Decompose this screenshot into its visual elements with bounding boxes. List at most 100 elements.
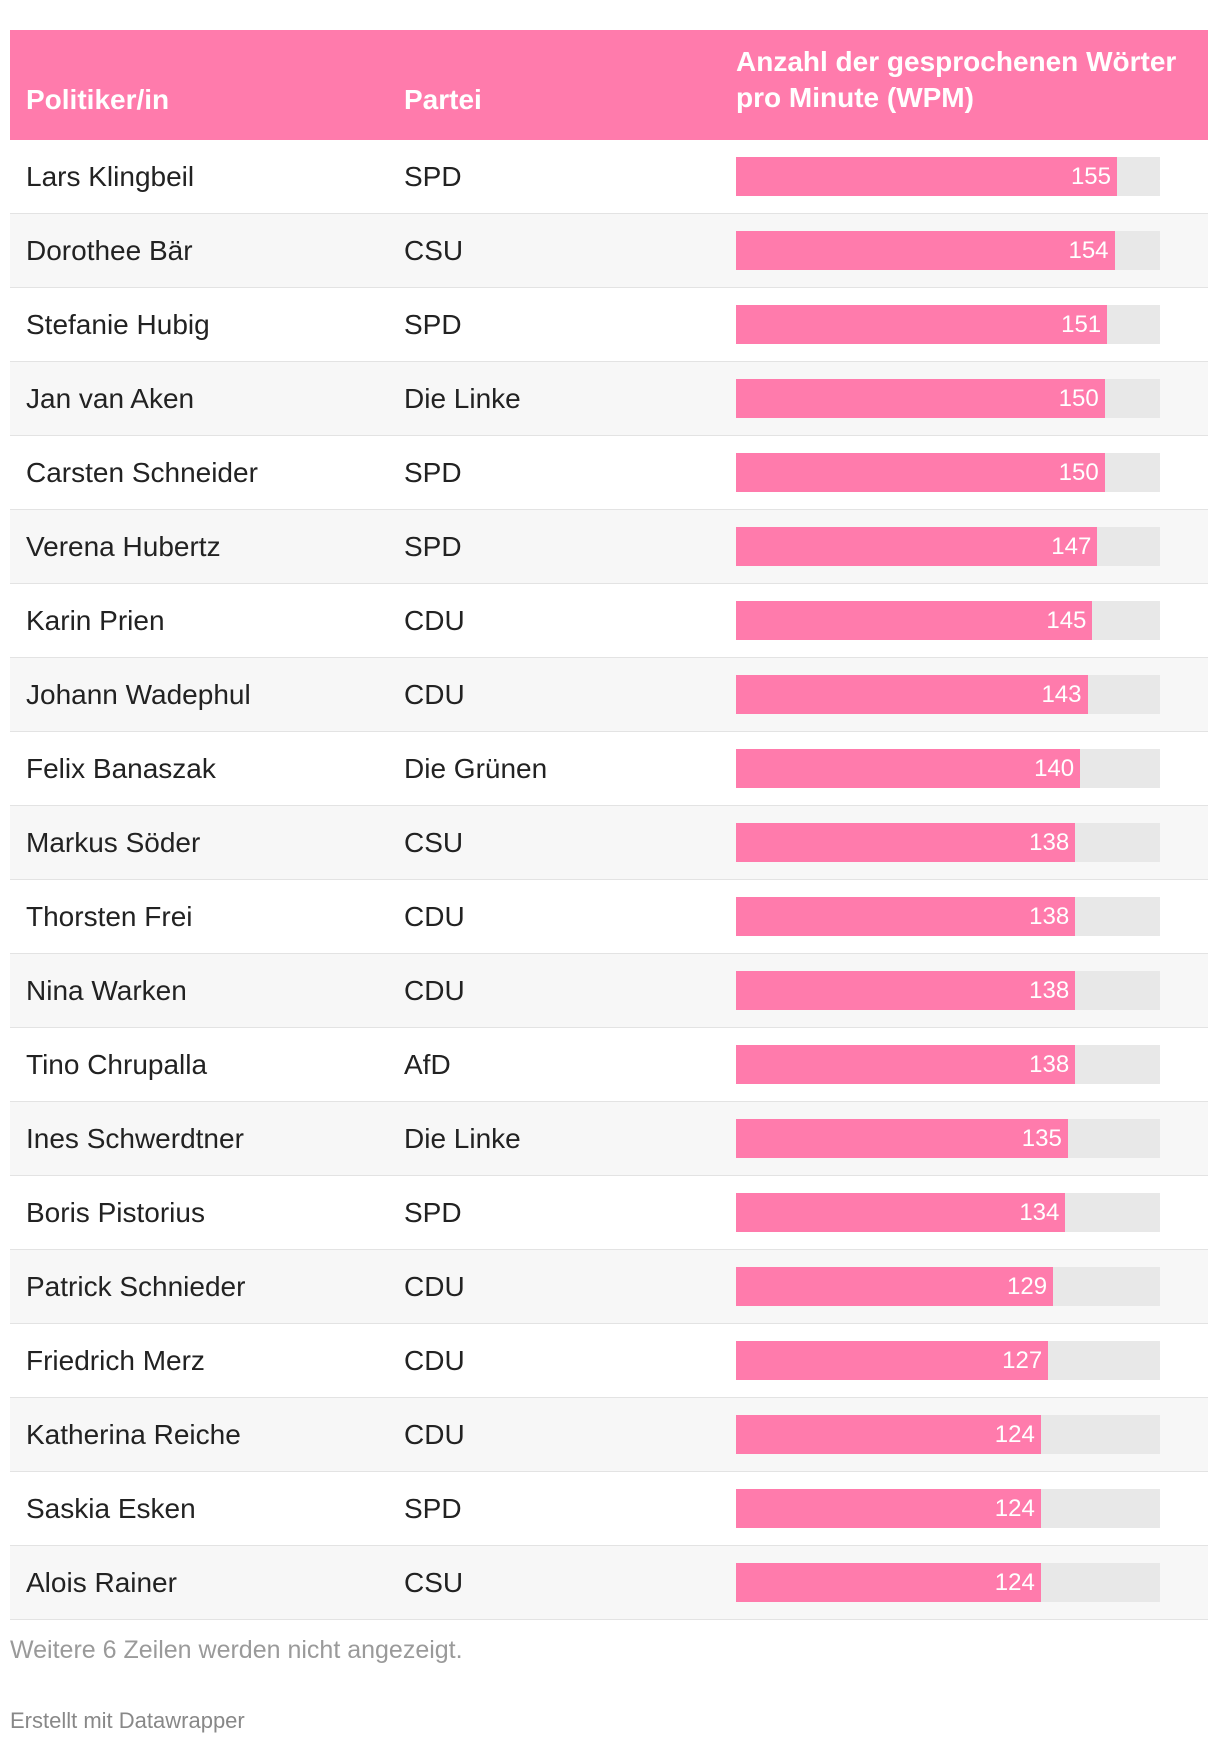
wpm-bar-track: 145 [736,601,1160,640]
table-row: Tino Chrupalla AfD 138 [10,1028,1208,1102]
politician-name: Markus Söder [26,826,201,858]
wpm-bar-track: 138 [736,823,1160,862]
wpm-cell: 134 [725,1193,1208,1232]
wpm-value-label: 138 [1029,903,1070,930]
wpm-bar-track: 134 [736,1193,1160,1232]
wpm-cell: 138 [725,823,1208,862]
wpm-bar-track: 138 [736,971,1160,1010]
table-row: Johann Wadephul CDU 143 [10,658,1208,732]
wpm-bar-track: 154 [736,231,1160,270]
table-body: Lars Klingbeil SPD 155 Dorothee Bär CSU 154 St… [10,140,1208,1620]
wpm-bar [736,305,1108,344]
table-row: Ines Schwerdtner Die Linke 135 [10,1102,1208,1176]
header-wpm[interactable]: Anzahl der gesprochenen Wörter pro Minut… [736,46,1177,113]
politician-name: Dorothee Bär [26,234,193,266]
wpm-cell: 127 [725,1341,1208,1380]
wpm-cell: 124 [725,1563,1208,1602]
wpm-bar-track: 151 [736,305,1160,344]
header-party[interactable]: Partei [404,84,482,115]
wpm-value-label: 150 [1058,459,1099,486]
wpm-bar-track: 143 [736,675,1160,714]
wpm-bar-track: 140 [736,749,1160,788]
wpm-cell: 138 [725,971,1208,1010]
table-header: Politiker/in Partei Anzahl der gesproche… [10,30,1208,140]
wpm-value-label: 143 [1041,681,1082,708]
politician-name: Carsten Schneider [26,456,258,488]
politician-name: Ines Schwerdtner [26,1122,244,1154]
politician-name: Patrick Schnieder [26,1270,246,1302]
wpm-bar-track: 124 [736,1415,1160,1454]
party-name: SPD [404,160,462,192]
wpm-cell: 151 [725,305,1208,344]
wpm-bar [736,231,1115,270]
wpm-value-label: 138 [1029,829,1070,856]
party-name: CDU [404,604,465,636]
party-name: CDU [404,678,465,710]
party-name: CDU [404,900,465,932]
wpm-bar [736,675,1088,714]
wpm-bar [736,1267,1054,1306]
wpm-cell: 150 [725,453,1208,492]
wpm-bar [736,1563,1041,1602]
wpm-value-label: 138 [1029,977,1070,1004]
table-row: Markus Söder CSU 138 [10,806,1208,880]
wpm-bar-track: 135 [736,1119,1160,1158]
wpm-cell: 154 [725,231,1208,270]
politician-name: Tino Chrupalla [26,1048,208,1080]
party-name: Die Grünen [404,752,548,784]
wpm-value-label: 138 [1029,1051,1070,1078]
wpm-bar [736,379,1105,418]
wpm-value-label: 150 [1058,385,1099,412]
wpm-bar [736,1119,1068,1158]
wpm-cell: 138 [725,897,1208,936]
data-table: Politiker/in Partei Anzahl der gesproche… [10,30,1208,1620]
politician-name: Saskia Esken [26,1492,196,1524]
wpm-cell: 143 [725,675,1208,714]
wpm-value-label: 127 [1002,1347,1043,1374]
table-row: Lars Klingbeil SPD 155 [10,140,1208,214]
wpm-bar [736,971,1076,1010]
wpm-value-label: 151 [1061,311,1102,338]
table-row: Katherina Reiche CDU 124 [10,1398,1208,1472]
table-row: Thorsten Frei CDU 138 [10,880,1208,954]
party-name: SPD [404,1196,462,1228]
wpm-bar-track: 127 [736,1341,1160,1380]
politician-name: Katherina Reiche [26,1418,241,1450]
wpm-cell: 155 [725,157,1208,196]
wpm-value-label: 147 [1051,533,1092,560]
politician-name: Stefanie Hubig [26,308,210,340]
politician-name: Felix Banaszak [26,752,216,784]
wpm-bar [736,601,1093,640]
wpm-value-label: 145 [1046,607,1087,634]
politician-name: Karin Prien [26,604,165,636]
wpm-bar [736,527,1098,566]
party-name: CDU [404,1270,465,1302]
table-row: Jan van Aken Die Linke 150 [10,362,1208,436]
wpm-cell: 129 [725,1267,1208,1306]
wpm-bar-track: 124 [736,1489,1160,1528]
wpm-value-label: 124 [994,1421,1035,1448]
table-row: Karin Prien CDU 145 [10,584,1208,658]
wpm-bar [736,1415,1041,1454]
party-name: Die Linke [404,1122,521,1154]
table-row: Carsten Schneider SPD 150 [10,436,1208,510]
wpm-bar [736,897,1076,936]
wpm-bar [736,1489,1041,1528]
credit-line: Erstellt mit Datawrapper [10,1708,245,1733]
politician-name: Jan van Aken [26,382,195,414]
politician-name: Johann Wadephul [26,678,251,710]
table-row: Boris Pistorius SPD 134 [10,1176,1208,1250]
table-row: Patrick Schnieder CDU 129 [10,1250,1208,1324]
politician-name: Friedrich Merz [26,1344,205,1376]
header-name[interactable]: Politiker/in [26,84,170,115]
party-name: SPD [404,530,462,562]
wpm-value-label: 155 [1070,163,1111,190]
wpm-value-label: 135 [1021,1125,1062,1152]
wpm-bar [736,823,1076,862]
wpm-bar [736,749,1081,788]
table-row: Nina Warken CDU 138 [10,954,1208,1028]
wpm-bar [736,1045,1076,1084]
wpm-bar-track: 150 [736,379,1160,418]
wpm-cell: 145 [725,601,1208,640]
party-name: CSU [404,234,464,266]
